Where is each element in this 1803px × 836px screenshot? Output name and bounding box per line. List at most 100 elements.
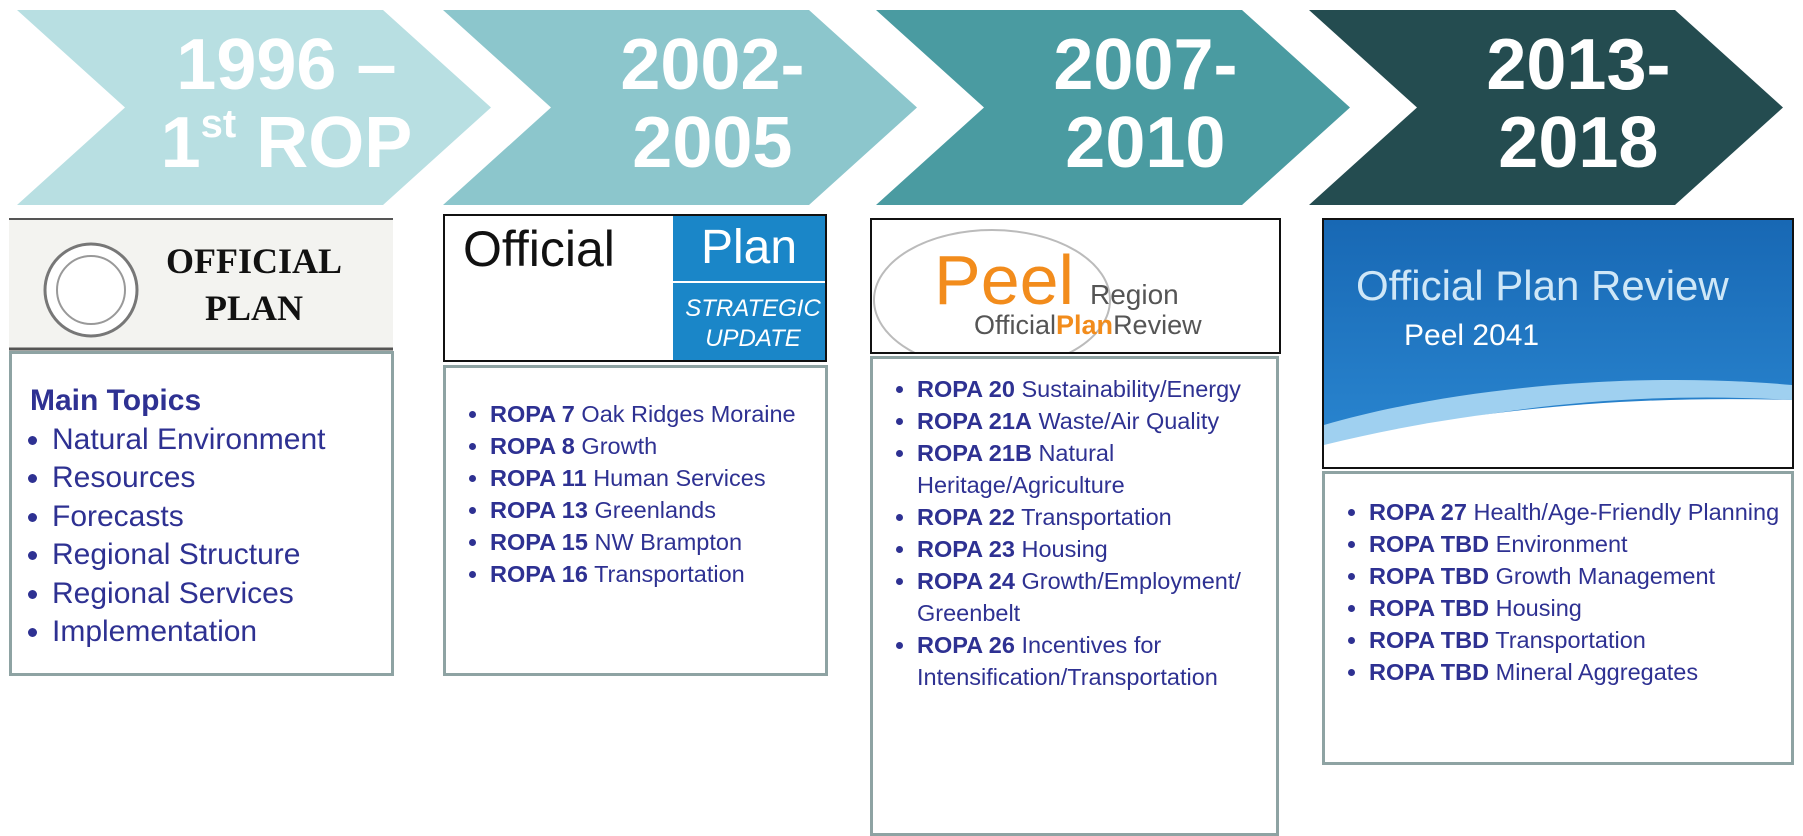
item-code: ROPA 27: [1369, 499, 1467, 525]
logo-text: Official: [463, 221, 615, 277]
item-text: Greenlands: [594, 497, 716, 523]
item-code: ROPA 13: [490, 497, 588, 523]
heading-text: 2010: [1065, 103, 1225, 183]
heading-text: 1: [161, 103, 201, 183]
item-text: Implementation: [52, 615, 257, 648]
heading-line: 2013-: [1486, 26, 1670, 104]
list-item: ROPA 26 Incentives for Intensification/T…: [917, 629, 1276, 693]
amendments-box: ROPA 27 Health/Age-Friendly PlanningROPA…: [1322, 471, 1794, 765]
list-item: Natural Environment: [52, 421, 391, 460]
list-item: ROPA 21A Waste/Air Quality: [917, 405, 1276, 437]
item-text: Human Services: [593, 465, 765, 491]
list-item: ROPA 22 Transportation: [917, 501, 1276, 533]
period-heading: 2013-2018: [1374, 24, 1783, 184]
item-text: Regional Services: [52, 577, 294, 610]
item-text: Transportation: [1021, 504, 1172, 530]
logo-text: Plan: [1056, 310, 1113, 340]
item-text: Housing: [1021, 536, 1107, 562]
period-heading: 2002-2005: [508, 24, 917, 184]
heading-line: 2002-: [620, 26, 804, 104]
list-title: Main Topics: [30, 382, 391, 421]
heading-line: 2007-: [1053, 26, 1237, 104]
logo-strategic-update: Official Plan STRATEGIC UPDATE: [443, 214, 827, 362]
item-code: ROPA TBD: [1369, 659, 1489, 685]
seal: [45, 244, 137, 336]
list-item: ROPA 16 Transportation: [490, 558, 825, 590]
heading-text: st: [201, 102, 237, 146]
list-item: ROPA 20 Sustainability/Energy: [917, 373, 1276, 405]
period-heading: 2007-2010: [941, 24, 1350, 184]
heading-text: 2018: [1498, 103, 1658, 183]
heading-line: 2010: [1065, 104, 1225, 182]
item-code: ROPA 21A: [917, 408, 1032, 434]
logo-text: Peel: [934, 241, 1074, 319]
item-code: ROPA 15: [490, 529, 588, 555]
heading-line: 1st ROP: [161, 104, 413, 182]
list-item: ROPA 21B Natural Heritage/Agriculture: [917, 437, 1276, 501]
logo-text: STRATEGIC: [685, 295, 821, 322]
heading-text: ROP: [236, 103, 412, 183]
list-item: Regional Structure: [52, 536, 391, 575]
logo-text: OFFICIAL: [166, 241, 342, 281]
list-item: Forecasts: [52, 498, 391, 537]
list-item: Regional Services: [52, 575, 391, 614]
logo-art: Peel Region OfficialPlanReview: [872, 220, 1279, 352]
logo-text: Peel 2041: [1404, 319, 1539, 352]
item-list: Natural EnvironmentResourcesForecastsReg…: [30, 421, 391, 652]
heading-line: 2018: [1498, 104, 1658, 182]
logo-text: PLAN: [205, 288, 303, 328]
logo-peel-2041: Official Plan Review Peel 2041: [1322, 218, 1794, 469]
logo-text: UPDATE: [705, 325, 802, 352]
list-item: ROPA TBD Transportation: [1369, 624, 1791, 656]
item-text: Growth Management: [1496, 563, 1715, 589]
list-item: Resources: [52, 459, 391, 498]
period-heading: 1996 –1st ROP: [82, 24, 491, 184]
item-code: ROPA TBD: [1369, 627, 1489, 653]
item-code: ROPA 20: [917, 376, 1015, 402]
logo-art: OFFICIAL PLAN: [9, 220, 393, 351]
item-text: Transportation: [594, 561, 745, 587]
list-item: ROPA 15 NW Brampton: [490, 526, 825, 558]
item-text: Health/Age-Friendly Planning: [1473, 499, 1779, 525]
list-item: ROPA 23 Housing: [917, 533, 1276, 565]
item-text: Oak Ridges Moraine: [581, 401, 795, 427]
logo-text: OfficialPlanReview: [974, 310, 1202, 340]
item-text: Housing: [1496, 595, 1582, 621]
logo-text: Review: [1113, 310, 1202, 340]
heading-line: 1996 –: [176, 26, 396, 104]
item-text: Sustainability/Energy: [1021, 376, 1240, 402]
logo-art: Official Plan Review Peel 2041: [1324, 220, 1792, 467]
item-code: ROPA TBD: [1369, 563, 1489, 589]
list-item: Implementation: [52, 613, 391, 652]
item-code: ROPA 7: [490, 401, 575, 427]
topics-box: Main TopicsNatural EnvironmentResourcesF…: [9, 351, 394, 676]
item-text: Mineral Aggregates: [1496, 659, 1698, 685]
list-item: ROPA 24 Growth/Employment/ Greenbelt: [917, 565, 1276, 629]
logo-art: Official Plan STRATEGIC UPDATE: [445, 216, 825, 360]
heading-text: 2007-: [1053, 25, 1237, 105]
item-text: Natural Environment: [52, 423, 325, 456]
logo-text: Official Plan Review: [1356, 262, 1729, 309]
amendments-box: ROPA 20 Sustainability/EnergyROPA 21A Wa…: [870, 356, 1279, 836]
item-code: ROPA TBD: [1369, 595, 1489, 621]
heading-text: 2005: [632, 103, 792, 183]
item-text: NW Brampton: [594, 529, 742, 555]
item-code: ROPA 16: [490, 561, 588, 587]
list-item: ROPA 7 Oak Ridges Moraine: [490, 398, 825, 430]
list-item: ROPA 11 Human Services: [490, 462, 825, 494]
item-text: Growth: [581, 433, 657, 459]
logo-text: Official: [974, 310, 1056, 340]
list-item: ROPA 27 Health/Age-Friendly Planning: [1369, 496, 1791, 528]
item-list: ROPA 20 Sustainability/EnergyROPA 21A Wa…: [873, 373, 1276, 693]
page: OFFICIAL PLAN Official Plan STRATEGIC UP…: [0, 0, 1803, 822]
item-text: Forecasts: [52, 500, 184, 533]
item-code: ROPA 22: [917, 504, 1015, 530]
heading-text: 2002-: [620, 25, 804, 105]
amendments-box: ROPA 7 Oak Ridges MoraineROPA 8 GrowthRO…: [443, 365, 828, 676]
item-code: ROPA 8: [490, 433, 575, 459]
item-code: ROPA 21B: [917, 440, 1032, 466]
logo-official-plan: OFFICIAL PLAN: [9, 218, 393, 351]
item-code: ROPA TBD: [1369, 531, 1489, 557]
item-code: ROPA 11: [490, 465, 587, 491]
item-list: ROPA 7 Oak Ridges MoraineROPA 8 GrowthRO…: [446, 398, 825, 590]
